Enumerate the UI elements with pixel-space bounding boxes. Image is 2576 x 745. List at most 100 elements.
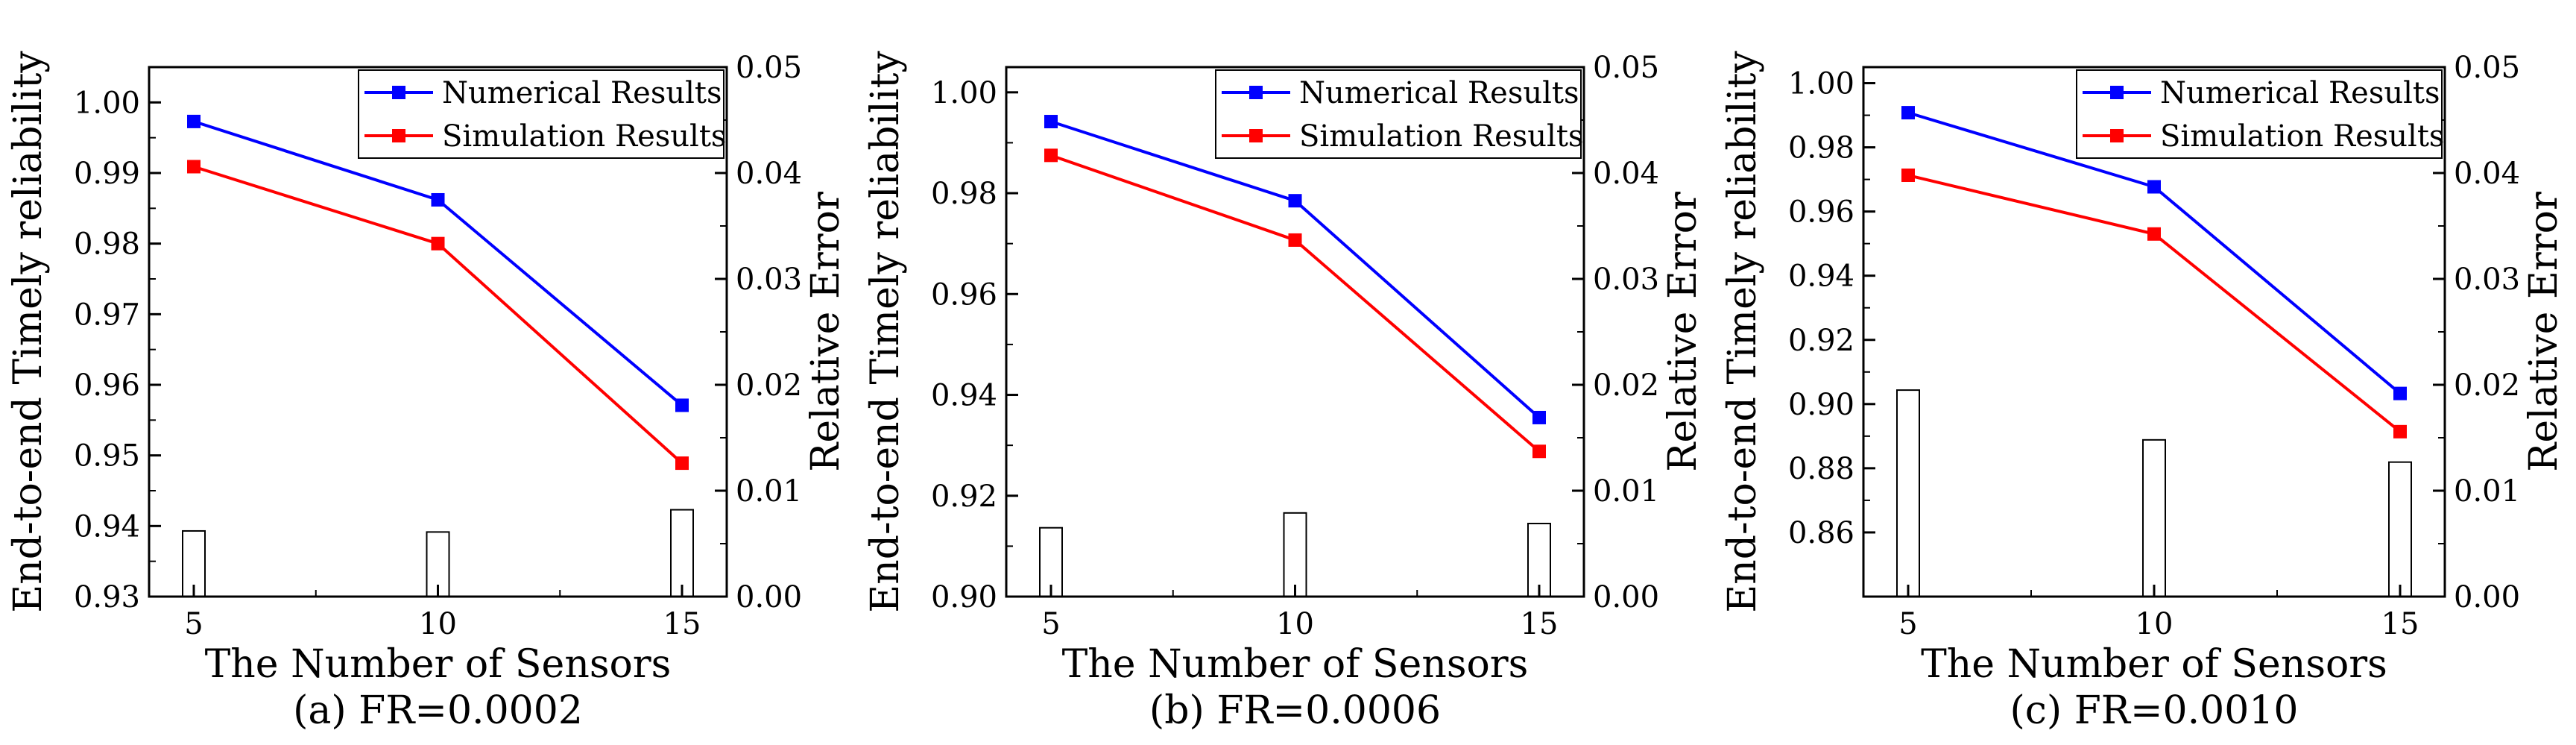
series-point bbox=[1901, 106, 1915, 120]
y-tick-label: 1.00 bbox=[1788, 67, 1854, 101]
series-point bbox=[1288, 194, 1302, 208]
x-tick-label: 15 bbox=[1521, 607, 1559, 641]
series-point bbox=[1901, 169, 1915, 183]
legend-label: Simulation Results bbox=[2160, 119, 2444, 154]
y-axis-label: End-to-end Timely reliability bbox=[863, 51, 908, 613]
y-tick-label: 0.98 bbox=[931, 177, 997, 211]
y-tick-label: 0.97 bbox=[74, 298, 140, 332]
series-line-simulation bbox=[193, 165, 684, 465]
y2-tick-label: 0.04 bbox=[2454, 157, 2520, 191]
y-tick-label: 0.92 bbox=[931, 480, 997, 514]
legend-swatch-marker bbox=[1249, 86, 1263, 99]
y2-tick-label: 0.01 bbox=[736, 474, 802, 509]
y2-tick-label: 0.05 bbox=[736, 51, 802, 85]
series-point bbox=[187, 114, 201, 128]
legend-swatch-marker bbox=[2110, 129, 2124, 142]
y2-tick-label: 0.00 bbox=[2454, 580, 2520, 614]
series-line-numerical bbox=[193, 119, 684, 406]
y2-tick-label: 0.01 bbox=[1593, 474, 1659, 509]
x-tick-label: 15 bbox=[663, 607, 701, 641]
y2-tick-label: 0.04 bbox=[1593, 157, 1659, 191]
y2-axis-label: Relative Error bbox=[1661, 192, 1705, 472]
y2-tick-label: 0.02 bbox=[1593, 368, 1659, 403]
series-point bbox=[2147, 227, 2161, 241]
error-bar bbox=[670, 509, 694, 597]
y-tick-label: 0.93 bbox=[74, 580, 140, 614]
x-tick-label: 5 bbox=[1898, 607, 1917, 641]
y-tick-label: 0.92 bbox=[1788, 324, 1854, 358]
x-tick-label: 5 bbox=[184, 607, 203, 641]
series-point bbox=[675, 398, 689, 412]
y2-tick-label: 0.00 bbox=[1593, 580, 1659, 614]
y-axis-label: End-to-end Timely reliability bbox=[6, 51, 51, 613]
x-tick-label: 10 bbox=[2135, 607, 2174, 641]
series-point bbox=[1532, 410, 1546, 424]
chart-panel-b: 0.90 0.92 0.94 0.96 0.98 1.00 0.00 0.01 0.02 0.03… bbox=[863, 51, 1705, 733]
series-point bbox=[187, 160, 201, 174]
x-tick-label: 5 bbox=[1041, 607, 1060, 641]
y2-tick-label: 0.01 bbox=[2454, 474, 2520, 509]
legend-label: Numerical Results bbox=[2160, 76, 2440, 110]
series-point bbox=[2393, 386, 2407, 400]
series-point bbox=[2393, 424, 2407, 438]
series-point bbox=[2147, 180, 2161, 194]
series-point bbox=[431, 236, 445, 251]
series-line-simulation bbox=[1907, 174, 2402, 433]
y-tick-label: 0.95 bbox=[74, 439, 140, 474]
y2-tick-label: 0.03 bbox=[1593, 263, 1659, 297]
chart-panel-a: 0.93 0.94 0.95 0.96 0.97 0.98 0.99 1.00 0.00 0.01… bbox=[6, 51, 848, 733]
panel-caption: (c) FR=0.0010 bbox=[2010, 688, 2299, 733]
y-tick-label: 0.94 bbox=[74, 509, 140, 544]
y-tick-label: 0.98 bbox=[1788, 131, 1854, 166]
series-point bbox=[1044, 115, 1058, 129]
y2-tick-label: 0.03 bbox=[736, 263, 802, 297]
y-tick-label: 0.99 bbox=[74, 157, 140, 191]
y-tick-label: 0.94 bbox=[1788, 260, 1854, 294]
panel-caption: (b) FR=0.0006 bbox=[1149, 688, 1441, 733]
x-axis-label: The Number of Sensors bbox=[1921, 642, 2387, 687]
legend-label: Simulation Results bbox=[1299, 119, 1583, 154]
error-bar bbox=[1283, 512, 1307, 598]
legend-label: Simulation Results bbox=[442, 119, 726, 154]
legend-box bbox=[2076, 69, 2443, 159]
y2-axis-label: Relative Error bbox=[2522, 192, 2566, 472]
series-point bbox=[1532, 444, 1546, 459]
legend: Numerical Results Simulation Results bbox=[1215, 69, 1583, 159]
x-tick-label: 15 bbox=[2381, 607, 2419, 641]
legend-swatch-marker bbox=[392, 129, 405, 142]
series-point bbox=[675, 456, 689, 471]
y-tick-label: 1.00 bbox=[74, 86, 140, 120]
y2-tick-label: 0.02 bbox=[736, 368, 802, 403]
legend: Numerical Results Simulation Results bbox=[358, 69, 726, 159]
y-tick-label: 0.98 bbox=[74, 227, 140, 262]
legend-swatch-marker bbox=[1249, 129, 1263, 142]
legend-swatch-marker bbox=[2110, 86, 2124, 99]
error-bar bbox=[2388, 461, 2412, 597]
series-point bbox=[1288, 233, 1302, 247]
y-tick-label: 0.96 bbox=[1788, 195, 1854, 230]
y-tick-label: 0.90 bbox=[1788, 388, 1854, 422]
y2-tick-label: 0.02 bbox=[2454, 368, 2520, 403]
panel-caption: (a) FR=0.0002 bbox=[293, 688, 583, 733]
series-point bbox=[1044, 148, 1058, 163]
y-tick-label: 0.90 bbox=[931, 580, 997, 614]
y-tick-label: 0.96 bbox=[931, 277, 997, 312]
y-tick-label: 0.88 bbox=[1788, 452, 1854, 486]
chart-panel-c: 0.86 0.88 0.90 0.92 0.94 0.96 0.98 1.00 0.00 0.01… bbox=[1720, 51, 2566, 733]
legend-swatch-marker bbox=[392, 86, 405, 99]
error-bar bbox=[1527, 523, 1551, 598]
legend-label: Numerical Results bbox=[1299, 76, 1579, 110]
y2-tick-label: 0.04 bbox=[736, 157, 802, 191]
x-tick-label: 10 bbox=[419, 607, 457, 641]
y-tick-label: 0.86 bbox=[1788, 516, 1854, 550]
legend-box bbox=[1215, 69, 1582, 159]
error-bar bbox=[1896, 389, 1920, 597]
y2-axis-label: Relative Error bbox=[804, 192, 848, 472]
y2-tick-label: 0.00 bbox=[736, 580, 802, 614]
x-tick-label: 10 bbox=[1276, 607, 1314, 641]
y2-tick-label: 0.03 bbox=[2454, 263, 2520, 297]
y-tick-label: 1.00 bbox=[931, 76, 997, 110]
y-tick-label: 0.96 bbox=[74, 368, 140, 403]
y2-tick-label: 0.05 bbox=[2454, 51, 2520, 85]
